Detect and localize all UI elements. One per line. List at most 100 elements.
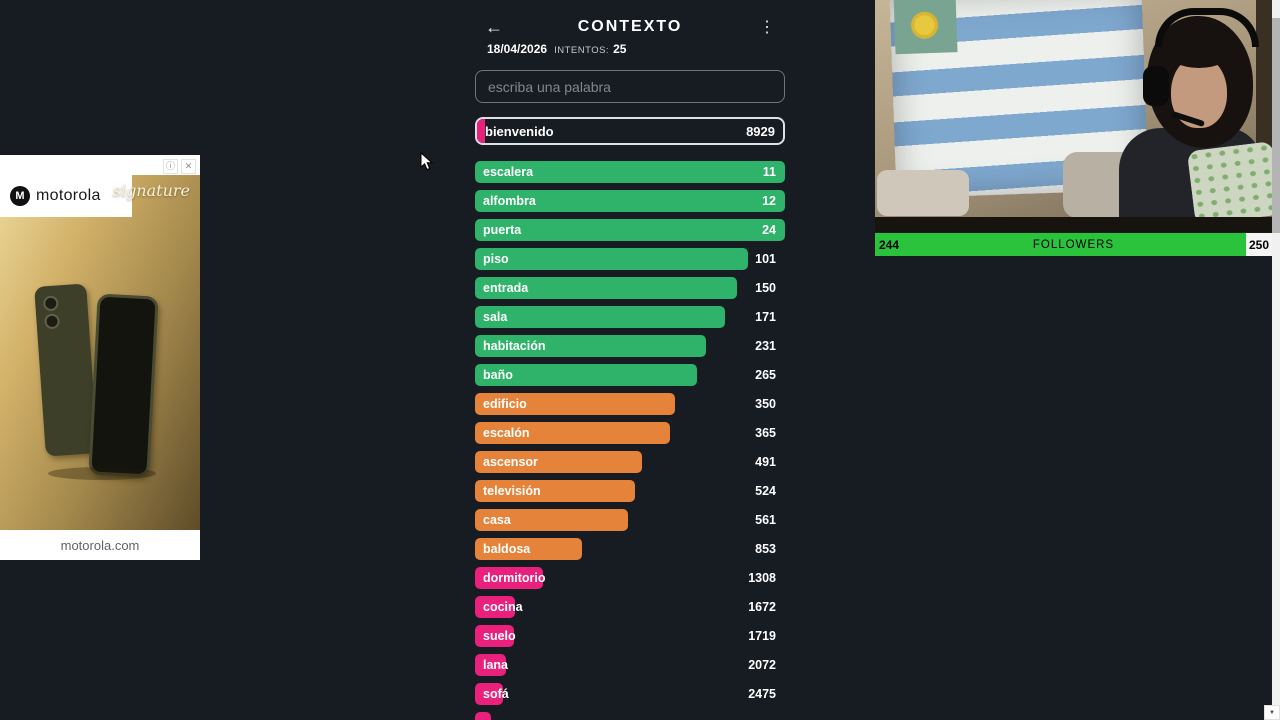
guess-row: baño 265: [475, 364, 785, 386]
guess-row: edificio 350: [475, 393, 785, 415]
guess-bar: [475, 161, 785, 183]
guess-row: casa 561: [475, 509, 785, 531]
guess-row: sofá 2475: [475, 683, 785, 705]
menu-button[interactable]: ⋮: [759, 19, 775, 36]
guess-row: televisión 524: [475, 480, 785, 502]
game-date: 18/04/2026: [487, 42, 548, 56]
guess-word: piso: [483, 252, 509, 266]
guess-rank: 1308: [748, 571, 776, 585]
guess-bar: [477, 119, 485, 143]
guess-rank: 561: [755, 513, 776, 527]
guess-rank: 1719: [748, 629, 776, 643]
guess-bar: [475, 306, 725, 328]
blanket: [1186, 141, 1272, 225]
guess-rank: 171: [755, 310, 776, 324]
guess-bar: [475, 567, 544, 589]
ad-footer[interactable]: motorola.com: [0, 530, 200, 560]
guess-bar: [475, 683, 503, 705]
scrollbar[interactable]: [1272, 0, 1280, 720]
guess-row: entrada 150: [475, 277, 785, 299]
phone-back-image: [34, 283, 98, 457]
followers-current: 244: [879, 237, 900, 252]
guess-row: suelo 1719: [475, 625, 785, 647]
guess-bar: [475, 277, 737, 299]
followers-goal-bar: 244 FOLLOWERS 250: [875, 233, 1272, 256]
guess-bar: [475, 509, 629, 531]
flag-canton: [893, 0, 958, 55]
guess-row: baldosa 853: [475, 538, 785, 560]
followers-goal: 250: [1248, 237, 1269, 252]
guess-rank: 350: [755, 397, 776, 411]
game-meta: 18/04/2026 INTENTOS: 25: [475, 42, 785, 58]
scroll-down-button[interactable]: ▼: [1264, 705, 1280, 720]
sun-icon: [908, 8, 942, 42]
guess-row: ascensor 491: [475, 451, 785, 473]
scrollbar-thumb[interactable]: [1272, 18, 1280, 233]
guess-bar: [475, 538, 582, 560]
guess-row: puerta 24: [475, 219, 785, 241]
guess-list: escalera 11 alfombra 12 puerta 24 piso 101 entra…: [475, 161, 785, 720]
guess-rank: 265: [755, 368, 776, 382]
guess-bar: [475, 335, 706, 357]
guess-bar: [475, 596, 516, 618]
phone-shadow: [48, 467, 156, 480]
word-input[interactable]: [475, 70, 785, 103]
ad-banner[interactable]: ⓘ ✕ M motorola signature motorola.com: [0, 155, 200, 560]
guess-rank: 101: [755, 252, 776, 266]
wardrobe: [1256, 0, 1272, 150]
guess-rank: 231: [755, 339, 776, 353]
phone-front-image: [88, 293, 159, 478]
ad-controls[interactable]: ⓘ ✕: [163, 159, 196, 174]
followers-progress-fill: [875, 233, 1247, 256]
guess-bar: [475, 451, 643, 473]
guess-rank: 8929: [746, 123, 775, 139]
guess-word: edificio: [483, 397, 527, 411]
motorola-logo-icon: M: [10, 186, 30, 206]
guess-bar: [475, 422, 671, 444]
guess-rank: 11: [762, 165, 776, 179]
guess-row: alfombra 12: [475, 190, 785, 212]
ad-tagline: signature: [112, 181, 190, 200]
guess-rank: 24: [762, 223, 776, 237]
desk: [875, 217, 1272, 232]
headphones-band-icon: [1155, 8, 1259, 47]
guess-word: escalón: [483, 426, 530, 440]
guess-row: escalón 365: [475, 422, 785, 444]
back-button[interactable]: ←: [485, 16, 503, 37]
guess-word: alfombra: [483, 194, 536, 208]
guess-word: baño: [483, 368, 513, 382]
guess-row: cocina 1672: [475, 596, 785, 618]
ad-close-icon[interactable]: ✕: [181, 159, 196, 174]
guess-row: habitación 231: [475, 335, 785, 357]
guess-row: [475, 712, 785, 720]
guess-word: sofá: [483, 687, 509, 701]
guess-word: sala: [483, 310, 508, 324]
guess-word: suelo: [483, 629, 516, 643]
headphones-earcup-icon: [1143, 66, 1169, 106]
guess-bar: [475, 625, 514, 647]
mouse-cursor: [420, 152, 434, 171]
guess-word: televisión: [483, 484, 541, 498]
guess-bar: [475, 654, 506, 676]
ad-info-icon[interactable]: ⓘ: [163, 159, 178, 174]
guess-bar: [475, 248, 748, 270]
guess-bar: [475, 480, 635, 502]
guess-bar: [475, 712, 491, 720]
contexto-game-panel: ← CONTEXTO ⋮ 18/04/2026 INTENTOS: 25 bie…: [475, 0, 785, 720]
ad-domain-link[interactable]: motorola.com: [60, 537, 140, 553]
guess-bar: [475, 190, 785, 212]
guess-row: piso 101: [475, 248, 785, 270]
guess-word: dormitorio: [483, 571, 546, 585]
ad-hero-image[interactable]: [0, 175, 200, 530]
guess-bar: [475, 219, 785, 241]
attempts-count: 25: [613, 42, 627, 56]
guess-row: lana 2072: [475, 654, 785, 676]
webcam-feed: [875, 0, 1272, 232]
ad-brand-row: M motorola: [10, 183, 101, 209]
guess-rank: 524: [755, 484, 776, 498]
guess-word: bienvenido: [485, 123, 554, 139]
guess-rank: 150: [755, 281, 776, 295]
guess-rank: 2072: [748, 658, 776, 672]
guess-bar: [475, 364, 697, 386]
